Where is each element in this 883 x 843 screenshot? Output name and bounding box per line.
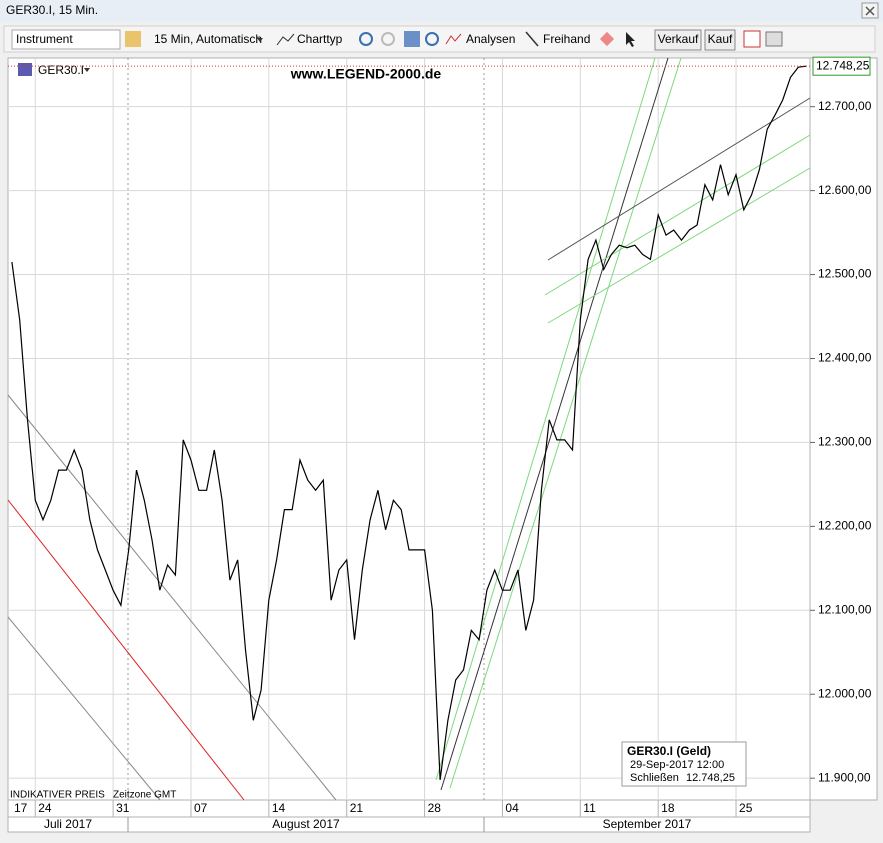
freehand-icon — [525, 31, 539, 47]
y-tick-label: 11.900,00 — [818, 770, 871, 784]
buy-label: Kauf — [708, 32, 733, 46]
month-label: September 2017 — [603, 817, 692, 831]
info-field: Schließen — [630, 772, 679, 784]
analyses-icon — [445, 33, 462, 45]
x-tick-label: 04 — [505, 801, 519, 815]
trend-line — [544, 134, 811, 296]
close-icon — [865, 6, 875, 16]
x-tick-label: 28 — [428, 801, 442, 815]
watermark: www.LEGEND-2000.de — [290, 66, 442, 82]
sell-label: Verkauf — [658, 32, 699, 46]
y-tick-label: 12.700,00 — [818, 99, 872, 113]
sell-button[interactable] — [654, 29, 702, 51]
trend-line — [7, 616, 161, 801]
y-tick-label: 12.100,00 — [818, 602, 872, 616]
x-tick-label: 25 — [739, 801, 753, 815]
y-tick-label: 12.000,00 — [818, 686, 872, 700]
x-tick-label: 21 — [350, 801, 364, 815]
icon[interactable] — [743, 30, 761, 48]
x-tick-label: 31 — [116, 801, 130, 815]
icon[interactable] — [125, 31, 141, 47]
y-tick-label: 12.300,00 — [818, 435, 872, 449]
trend-line — [7, 499, 245, 801]
trend-line — [449, 57, 682, 789]
x-tick-label: 07 — [194, 801, 208, 815]
x-tick-label: 18 — [661, 801, 675, 815]
y-tick-label: 12.400,00 — [818, 351, 872, 365]
info-date: 29-Sep-2017 12:00 — [630, 759, 724, 771]
freehand-button[interactable]: Freihand — [543, 32, 590, 46]
legend-entry[interactable]: GER30.I — [38, 63, 84, 77]
info-title: GER30.I (Geld) — [627, 744, 711, 758]
info-box — [621, 741, 747, 787]
y-tick-label: 12.600,00 — [818, 183, 872, 197]
trend-line — [547, 167, 811, 324]
instrument-input[interactable] — [11, 29, 121, 50]
y-tick-label: 12.500,00 — [818, 267, 872, 281]
plot-area — [7, 57, 811, 801]
trend-line — [7, 394, 337, 801]
charttype-button[interactable]: Charttyp — [297, 32, 343, 46]
y-tick-label: 12.200,00 — [818, 519, 872, 533]
zoom-in[interactable] — [359, 32, 373, 46]
print-icon[interactable] — [765, 31, 783, 47]
buy-button[interactable] — [704, 29, 736, 51]
analyses-button[interactable]: Analysen — [466, 32, 515, 46]
undo[interactable] — [425, 32, 439, 46]
info-value: 12.748,25 — [686, 772, 735, 784]
trend-line — [547, 97, 811, 261]
eraser[interactable] — [599, 31, 615, 47]
month-label: August 2017 — [272, 817, 340, 831]
last-price-box — [812, 56, 871, 76]
window-title: GER30.I, 15 Min. — [6, 3, 98, 17]
footer-note: INDIKATIVER PREIS — [10, 790, 105, 801]
chart-icon — [276, 33, 295, 46]
trend-line — [435, 57, 656, 781]
interval-dropdown[interactable]: 15 Min, Automatisch — [154, 32, 262, 46]
trend-line — [440, 57, 669, 791]
x-tick-label: 14 — [272, 801, 286, 815]
footer-note: Zeitzone GMT — [113, 790, 176, 801]
dropdown-arrow — [84, 68, 90, 72]
y-axis-area — [809, 57, 878, 801]
instrument-placeholder: Instrument — [16, 32, 73, 46]
x-tick-label: 17 — [14, 801, 28, 815]
month-label: Juli 2017 — [44, 817, 92, 831]
grid — [8, 58, 810, 800]
last-price-label: 12.748,25 — [816, 58, 870, 72]
icon[interactable] — [404, 31, 420, 47]
x-tick-label: 11 — [583, 801, 596, 815]
dropdown-arrow — [257, 38, 263, 42]
title-bar — [0, 0, 883, 22]
x-tick-label: 24 — [38, 801, 52, 815]
instrument-icon — [18, 63, 32, 76]
trend-lines — [7, 57, 811, 801]
x-axis-area — [7, 799, 811, 833]
price-line — [11, 65, 807, 780]
zoom-out[interactable] — [381, 32, 395, 46]
pointer-tool[interactable] — [626, 32, 635, 47]
